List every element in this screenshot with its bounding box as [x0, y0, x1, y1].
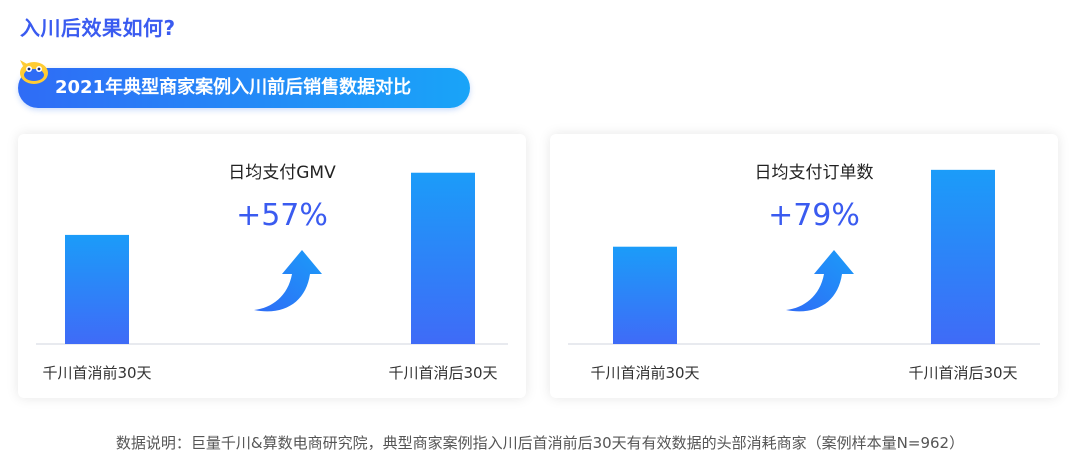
chart-title: 日均支付订单数 [755, 163, 874, 183]
orders-chart-card: 千川首消前30天 千川首消后30天 日均支付订单数 +79% [550, 134, 1058, 398]
bar-after [931, 169, 995, 344]
x-tick-label: 千川首消后30天 [908, 364, 1017, 382]
mascot-icon [20, 60, 48, 84]
bar-before [613, 246, 677, 344]
growth-arrow-icon [786, 250, 854, 312]
orders-chart: 千川首消前30天 千川首消后30天 日均支付订单数 +79% [568, 163, 1040, 382]
gmv-chart-card: 千川首消前30天 千川首消后30天 日均支付GMV +57% [18, 134, 526, 398]
section-title-pill: 2021年典型商家案例入川前后销售数据对比 [18, 68, 470, 108]
x-tick-label: 千川首消前30天 [590, 364, 699, 382]
x-tick-label: 千川首消前30天 [42, 364, 151, 382]
bar-before [65, 234, 129, 344]
chart-title: 日均支付GMV [228, 163, 336, 183]
bar-after [411, 172, 475, 344]
growth-annotation: +79% [768, 198, 860, 233]
gmv-chart: 千川首消前30天 千川首消后30天 日均支付GMV +57% [36, 163, 508, 382]
growth-annotation: +57% [236, 198, 328, 233]
growth-arrow-icon [254, 250, 322, 312]
data-footnote: 数据说明：巨量千川&算数电商研究院，典型商家案例指入川后首消前后30天有有效数据… [115, 434, 965, 452]
page-headline: 入川后效果如何? [20, 16, 176, 40]
section-title: 2021年典型商家案例入川前后销售数据对比 [55, 77, 412, 98]
x-tick-label: 千川首消后30天 [388, 364, 497, 382]
